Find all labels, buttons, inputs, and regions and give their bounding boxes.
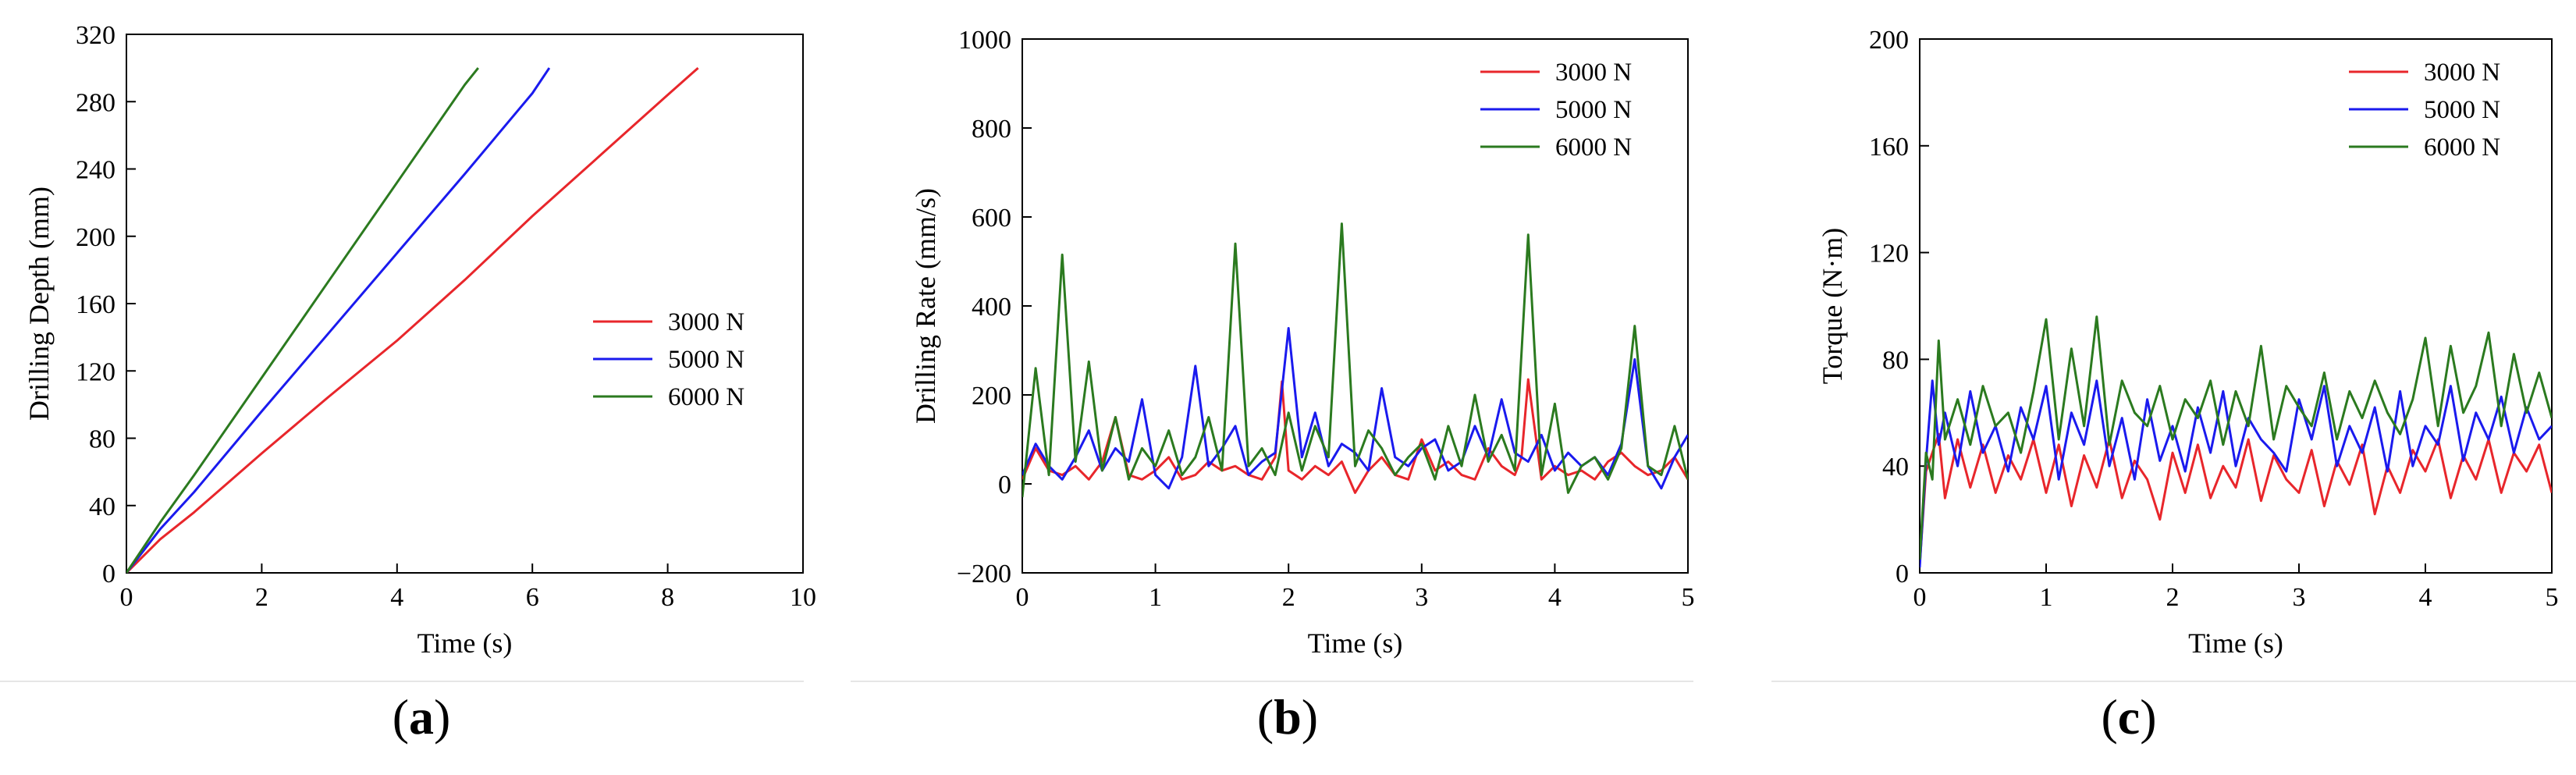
x-axis-label: Time (s) bbox=[2188, 627, 2283, 659]
separator-line bbox=[851, 681, 1693, 682]
y-tick-label: 200 bbox=[76, 223, 115, 252]
y-axis-label: Drilling Depth (mm) bbox=[23, 187, 55, 421]
y-tick-label: 800 bbox=[972, 115, 1011, 144]
x-tick-label: 2 bbox=[1282, 583, 1295, 612]
series-line-3000n bbox=[1022, 378, 1688, 494]
panel-label-a: (a) bbox=[392, 689, 451, 745]
series-line-6000n bbox=[126, 67, 479, 573]
y-tick-label: 1000 bbox=[958, 26, 1011, 55]
y-tick-label: 400 bbox=[972, 293, 1011, 322]
x-tick-label: 4 bbox=[2419, 583, 2432, 612]
x-tick-label: 3 bbox=[2293, 583, 2306, 612]
series-group bbox=[126, 66, 699, 573]
x-tick-label: 5 bbox=[2546, 583, 2559, 612]
x-tick-label: 1 bbox=[2040, 583, 2053, 612]
y-tick-label: 600 bbox=[972, 204, 1011, 233]
x-tick-label: 10 bbox=[790, 583, 816, 612]
x-tick-label: 2 bbox=[255, 583, 268, 612]
y-tick-label: 160 bbox=[76, 290, 115, 319]
chart-c-torque: 0 1 2 3 4 5 0 40 80 120 160 200 Time (s) Torque (N·m)… bbox=[1817, 26, 2559, 659]
legend-label: 5000 N bbox=[1555, 96, 1632, 124]
plot-frame bbox=[126, 34, 804, 574]
y-tick-label: 200 bbox=[972, 382, 1011, 411]
series-line-3000n bbox=[1920, 432, 2552, 565]
x-tick-label: 4 bbox=[1548, 583, 1562, 612]
x-axis-label: Time (s) bbox=[1308, 627, 1403, 659]
x-axis-label: Time (s) bbox=[417, 627, 513, 659]
y-tick-label: 200 bbox=[1869, 26, 1909, 55]
legend-label: 6000 N bbox=[2424, 133, 2500, 162]
x-tick-label: 8 bbox=[661, 583, 674, 612]
x-tick-label: 3 bbox=[1415, 583, 1428, 612]
y-tick-label: 0 bbox=[998, 471, 1011, 499]
panel-label-c: (c) bbox=[2101, 689, 2157, 745]
x-tick-label: 5 bbox=[1682, 583, 1695, 612]
separator-line bbox=[0, 681, 804, 682]
y-tick-label: 120 bbox=[76, 357, 115, 386]
y-tick-label: 120 bbox=[1869, 240, 1909, 268]
x-tick-label: 0 bbox=[1016, 583, 1029, 612]
x-tick-label: 2 bbox=[2166, 583, 2180, 612]
y-tick-label: 320 bbox=[76, 21, 115, 50]
legend-label: 3000 N bbox=[668, 308, 744, 336]
x-tick-label: 0 bbox=[120, 583, 133, 612]
series-group bbox=[1920, 315, 2552, 568]
y-tick-label: −200 bbox=[957, 560, 1011, 588]
y-tick-label: 280 bbox=[76, 88, 115, 117]
legend-label: 3000 N bbox=[2424, 59, 2500, 87]
y-tick-label: 40 bbox=[89, 492, 115, 521]
y-tick-label: 80 bbox=[1882, 346, 1909, 375]
y-tick-label: 0 bbox=[1896, 560, 1909, 588]
separator-line bbox=[1771, 681, 2576, 682]
series-line-5000n bbox=[126, 67, 551, 573]
y-tick-label: 240 bbox=[76, 156, 115, 185]
series-group bbox=[1022, 222, 1688, 498]
legend-label: 3000 N bbox=[1555, 59, 1632, 87]
chart-a-drilling-depth: 0 2 4 6 8 10 0 40 80 120 160 200 240 280 320 Time (s) Dr… bbox=[23, 21, 816, 659]
legend-label: 6000 N bbox=[1555, 133, 1632, 162]
legend-label: 5000 N bbox=[2424, 96, 2500, 124]
y-tick-label: 80 bbox=[89, 425, 115, 454]
plot-frame bbox=[1919, 38, 2553, 574]
legend-label: 6000 N bbox=[668, 383, 744, 411]
y-axis-label: Torque (N·m) bbox=[1817, 228, 1848, 384]
y-tick-label: 160 bbox=[1869, 133, 1909, 162]
legend-label: 5000 N bbox=[668, 346, 744, 374]
x-tick-label: 4 bbox=[390, 583, 403, 612]
panel-label-b: (b) bbox=[1256, 689, 1319, 745]
x-tick-label: 6 bbox=[526, 583, 539, 612]
y-axis-label: Drilling Rate (mm/s) bbox=[910, 188, 941, 424]
x-tick-label: 0 bbox=[1913, 583, 1927, 612]
x-tick-label: 1 bbox=[1149, 583, 1162, 612]
y-tick-label: 0 bbox=[102, 560, 115, 588]
y-tick-label: 40 bbox=[1882, 453, 1909, 482]
